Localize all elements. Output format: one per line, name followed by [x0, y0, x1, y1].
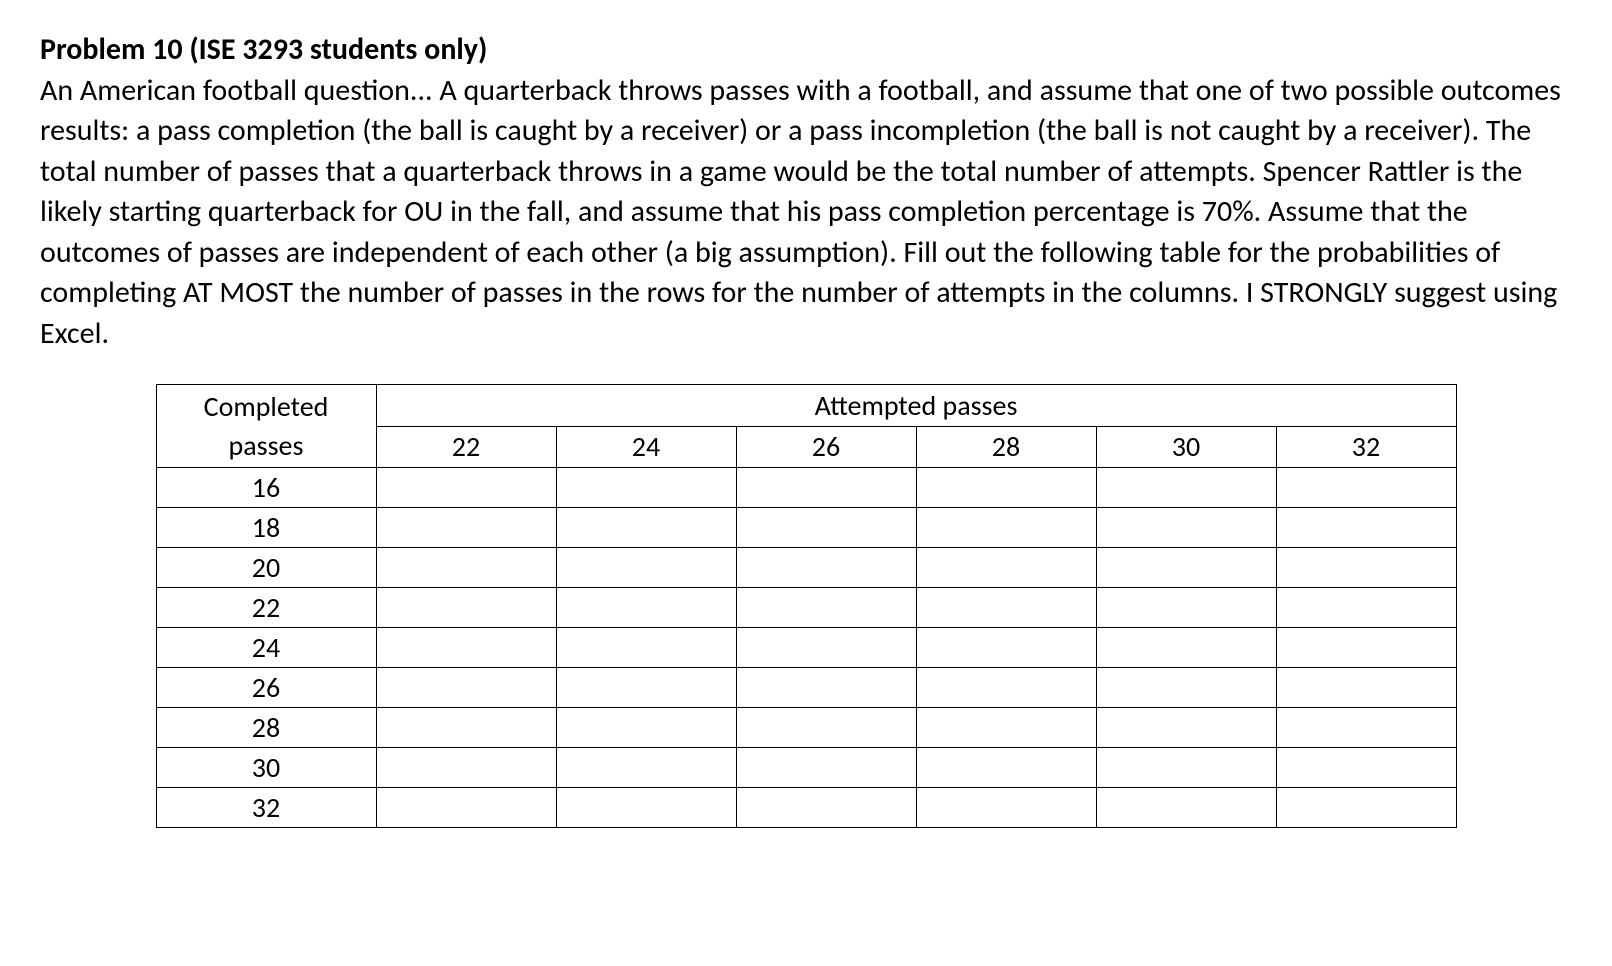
data-cell: [556, 748, 736, 788]
data-cell: [916, 588, 1096, 628]
data-cell: [556, 508, 736, 548]
header-row-1: Completed Attempted passes: [156, 385, 1456, 427]
data-cell: [736, 708, 916, 748]
row-label: 32: [156, 788, 376, 828]
data-cell: [736, 748, 916, 788]
data-cell: [376, 788, 556, 828]
data-cell: [1096, 788, 1276, 828]
row-label: 16: [156, 468, 376, 508]
probability-table: Completed Attempted passes passes 22 24 …: [156, 384, 1457, 828]
data-cell: [1276, 788, 1456, 828]
data-cell: [1096, 748, 1276, 788]
data-cell: [556, 548, 736, 588]
data-cell: [1276, 668, 1456, 708]
table-row: 28: [156, 708, 1456, 748]
col-header: 28: [916, 426, 1096, 468]
data-cell: [736, 788, 916, 828]
data-cell: [916, 548, 1096, 588]
row-label: 28: [156, 708, 376, 748]
col-header: 26: [736, 426, 916, 468]
data-cell: [916, 748, 1096, 788]
data-cell: [1276, 468, 1456, 508]
col-header: 24: [556, 426, 736, 468]
data-cell: [1096, 668, 1276, 708]
table-row: 18: [156, 508, 1456, 548]
attempted-passes-header: Attempted passes: [376, 385, 1456, 427]
data-cell: [916, 708, 1096, 748]
data-cell: [376, 628, 556, 668]
data-cell: [556, 628, 736, 668]
table-row: 32: [156, 788, 1456, 828]
data-cell: [1096, 468, 1276, 508]
data-cell: [1096, 628, 1276, 668]
header-row-2: passes 22 24 26 28 30 32: [156, 426, 1456, 468]
table-row: 30: [156, 748, 1456, 788]
data-cell: [1276, 548, 1456, 588]
col-header: 22: [376, 426, 556, 468]
col-header: 30: [1096, 426, 1276, 468]
data-cell: [736, 628, 916, 668]
data-cell: [916, 468, 1096, 508]
row-label: 24: [156, 628, 376, 668]
data-cell: [1276, 708, 1456, 748]
row-label: 26: [156, 668, 376, 708]
data-cell: [376, 548, 556, 588]
data-cell: [1096, 708, 1276, 748]
data-cell: [1276, 748, 1456, 788]
problem-title: Problem 10 (ISE 3293 students only): [40, 31, 487, 68]
data-cell: [556, 668, 736, 708]
data-cell: [1096, 588, 1276, 628]
row-header-top: Completed: [156, 385, 376, 427]
data-cell: [1276, 508, 1456, 548]
data-cell: [916, 508, 1096, 548]
data-cell: [376, 588, 556, 628]
data-cell: [1096, 508, 1276, 548]
problem-paragraph: Problem 10 (ISE 3293 students only) An A…: [40, 30, 1572, 354]
data-cell: [1276, 588, 1456, 628]
data-cell: [736, 508, 916, 548]
data-cell: [1276, 628, 1456, 668]
row-header-bottom: passes: [156, 426, 376, 468]
table-row: 16: [156, 468, 1456, 508]
data-cell: [736, 548, 916, 588]
table-row: 20: [156, 548, 1456, 588]
row-label: 22: [156, 588, 376, 628]
table-row: 24: [156, 628, 1456, 668]
data-cell: [556, 588, 736, 628]
table-container: Completed Attempted passes passes 22 24 …: [40, 384, 1572, 828]
row-label: 18: [156, 508, 376, 548]
data-cell: [916, 628, 1096, 668]
data-cell: [736, 588, 916, 628]
row-label: 20: [156, 548, 376, 588]
row-label: 30: [156, 748, 376, 788]
data-cell: [916, 788, 1096, 828]
data-cell: [376, 508, 556, 548]
table-row: 26: [156, 668, 1456, 708]
data-cell: [376, 468, 556, 508]
data-cell: [736, 468, 916, 508]
table-row: 22: [156, 588, 1456, 628]
data-cell: [916, 668, 1096, 708]
data-cell: [556, 468, 736, 508]
data-cell: [376, 708, 556, 748]
data-cell: [376, 668, 556, 708]
problem-body: An American football question... A quart…: [40, 72, 1561, 352]
data-cell: [556, 708, 736, 748]
col-header: 32: [1276, 426, 1456, 468]
data-cell: [736, 668, 916, 708]
data-cell: [1096, 548, 1276, 588]
data-cell: [556, 788, 736, 828]
data-cell: [376, 748, 556, 788]
